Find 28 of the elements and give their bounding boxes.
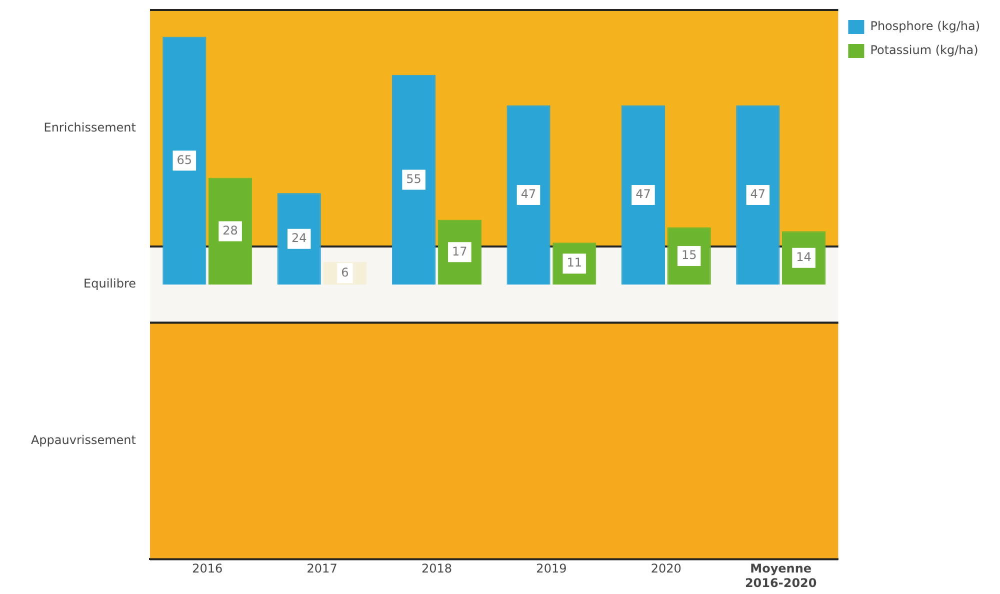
data-label: 14 — [796, 250, 812, 264]
data-label: 28 — [222, 223, 238, 238]
data-label: 17 — [452, 244, 468, 258]
bar — [736, 105, 780, 285]
bar — [162, 36, 206, 285]
data-label: 24 — [291, 230, 307, 245]
data-label: 11 — [566, 256, 582, 270]
band-label: Appauvrissement — [30, 433, 136, 448]
band-label: Equilibre — [84, 276, 136, 291]
x-tick-label: 2019 — [536, 562, 567, 576]
data-label: 15 — [681, 248, 697, 262]
x-tick-label: Moyenne 2016-2020 — [744, 562, 817, 590]
legend-label: Phosphore (kg/ha) — [870, 19, 980, 34]
data-label: 55 — [406, 172, 422, 186]
x-tick-label: 2020 — [650, 562, 682, 576]
legend-label: Potassium (kg/ha) — [870, 43, 978, 58]
bar — [392, 74, 436, 285]
data-label: 65 — [176, 152, 192, 167]
x-tick-label: 2018 — [421, 562, 452, 576]
data-label: 47 — [520, 187, 536, 202]
x-tick-label: 2016 — [192, 562, 223, 576]
data-label: 6 — [341, 265, 349, 280]
data-label: 47 — [636, 187, 651, 202]
band-label: Enrichissement — [44, 120, 136, 134]
bar — [506, 105, 550, 285]
bar — [621, 105, 666, 285]
data-label: 47 — [750, 187, 766, 202]
x-tick-label: 2017 — [306, 562, 338, 576]
